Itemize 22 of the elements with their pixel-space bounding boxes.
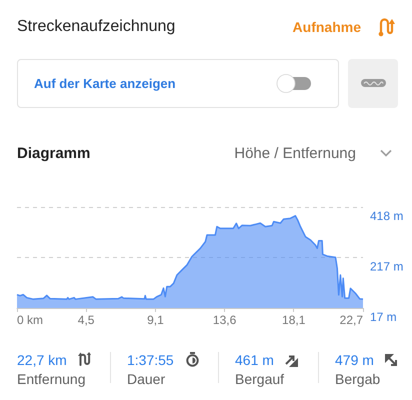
chart-subtitle: Höhe / Entfernung xyxy=(234,145,356,162)
chart-title: Diagramm xyxy=(17,145,90,162)
x-tick-label: 13,6 xyxy=(212,313,237,327)
x-tick-label: 4,5 xyxy=(78,313,95,327)
y-tick-label: 217 m xyxy=(370,260,404,274)
text: 461 m xyxy=(235,352,274,368)
text: Bergab xyxy=(335,371,380,387)
x-tick-label: 18,1 xyxy=(282,313,306,327)
text: 1:37:55 xyxy=(127,352,174,368)
text: Aufnahme xyxy=(292,19,361,35)
x-tick-label: 9,1 xyxy=(147,313,164,327)
text: 479 m xyxy=(335,352,374,368)
text: Auf der Karte anzeigen xyxy=(34,76,176,91)
text: Bergauf xyxy=(235,371,284,387)
x-tick-label: 22,7 xyxy=(340,313,364,327)
text: Dauer xyxy=(127,371,166,387)
text: Entfernung xyxy=(17,371,86,387)
x-tick-label: 0 km xyxy=(17,313,44,327)
y-tick-label: 418 m xyxy=(370,209,404,223)
y-tick-label: 17 m xyxy=(370,310,397,324)
text: Streckenaufzeichnung xyxy=(17,18,176,35)
text: 22,7 km xyxy=(17,352,67,368)
